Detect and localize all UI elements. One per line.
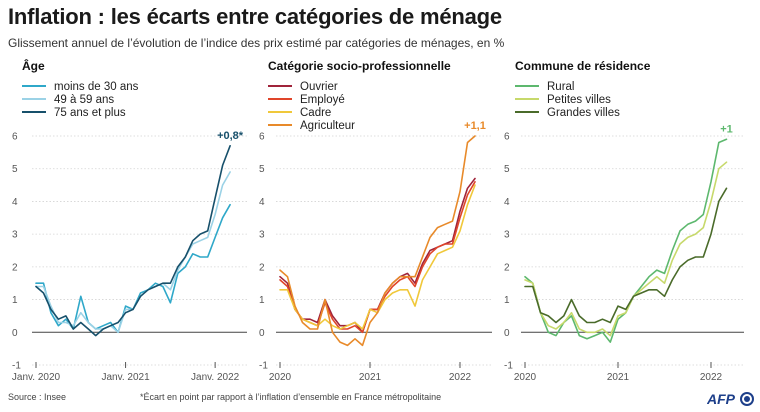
- y-tick-label: 6: [259, 132, 265, 143]
- legend-label: 75 ans et plus: [54, 107, 126, 119]
- legend-label: moins de 30 ans: [54, 81, 139, 93]
- y-tick-label: 0: [504, 328, 510, 339]
- y-tick-label: 2: [259, 262, 265, 273]
- chart-panel-2: Catégorie socio-professionnelle OuvrierEm…: [259, 59, 492, 383]
- chart-title: Inflation : les écarts entre catégories …: [8, 4, 502, 29]
- legend-label: 49 à 59 ans: [54, 94, 114, 106]
- panel-title: Âge: [22, 58, 45, 73]
- y-tick-label: -1: [12, 361, 21, 372]
- series-line: [524, 161, 728, 337]
- panel-title: Catégorie socio-professionnelle: [268, 59, 451, 73]
- y-tick-label: -1: [259, 361, 268, 372]
- y-tick-label: 5: [12, 164, 18, 175]
- end-annotation: +1: [720, 123, 733, 135]
- y-tick-label: 6: [12, 132, 18, 143]
- y-tick-label: 4: [504, 197, 510, 208]
- y-tick-label: 5: [259, 164, 265, 175]
- y-tick-label: 4: [259, 197, 265, 208]
- panel-title: Commune de résidence: [515, 59, 651, 73]
- afp-logo: AFP: [707, 391, 754, 407]
- legend-label: Cadre: [300, 107, 331, 119]
- legend-label: Rural: [547, 81, 574, 93]
- footnote: *Écart en point par rapport à l’inflatio…: [140, 392, 442, 402]
- afp-logo-text: AFP: [707, 391, 736, 407]
- y-tick-label: 1: [504, 295, 510, 306]
- x-tick-label: Janv. 2020: [12, 372, 61, 383]
- x-tick-label: 2022: [449, 372, 472, 383]
- y-tick-label: 2: [504, 262, 510, 273]
- x-tick-label: Janv. 2021: [101, 372, 150, 383]
- end-annotation: +0,8*: [217, 130, 244, 142]
- legend-label: Ouvrier: [300, 81, 338, 93]
- y-tick-label: 1: [12, 295, 18, 306]
- y-tick-label: 1: [259, 295, 265, 306]
- y-tick-label: 6: [504, 132, 510, 143]
- x-tick-label: 2020: [269, 372, 292, 383]
- y-tick-label: 3: [12, 230, 18, 241]
- x-tick-label: Janv. 2022: [191, 372, 240, 383]
- y-tick-label: 0: [12, 328, 18, 339]
- source-note: Source : Insee: [8, 392, 67, 402]
- x-tick-label: 2022: [700, 372, 723, 383]
- x-tick-label: 2021: [607, 372, 630, 383]
- y-tick-label: 5: [504, 164, 510, 175]
- chart-subtitle: Glissement annuel de l’évolution de l’in…: [8, 36, 505, 50]
- series-line: [279, 135, 476, 347]
- y-tick-label: 3: [504, 230, 510, 241]
- y-tick-label: 0: [259, 328, 265, 339]
- x-tick-label: 2021: [359, 372, 382, 383]
- series-line: [35, 203, 231, 334]
- end-annotation: +1,1: [464, 120, 486, 132]
- y-tick-label: 3: [259, 230, 265, 241]
- legend-label: Employé: [300, 94, 345, 106]
- series-line: [524, 187, 728, 324]
- y-tick-label: 2: [12, 262, 18, 273]
- legend-label: Grandes villes: [547, 107, 620, 119]
- series-line: [279, 184, 476, 330]
- legend-label: Petites villes: [547, 94, 611, 106]
- x-tick-label: 2020: [514, 372, 537, 383]
- legend-label: Agriculteur: [300, 120, 355, 132]
- y-tick-label: 4: [12, 197, 18, 208]
- y-tick-label: -1: [504, 361, 513, 372]
- series-line: [35, 145, 231, 337]
- series-line: [279, 181, 476, 334]
